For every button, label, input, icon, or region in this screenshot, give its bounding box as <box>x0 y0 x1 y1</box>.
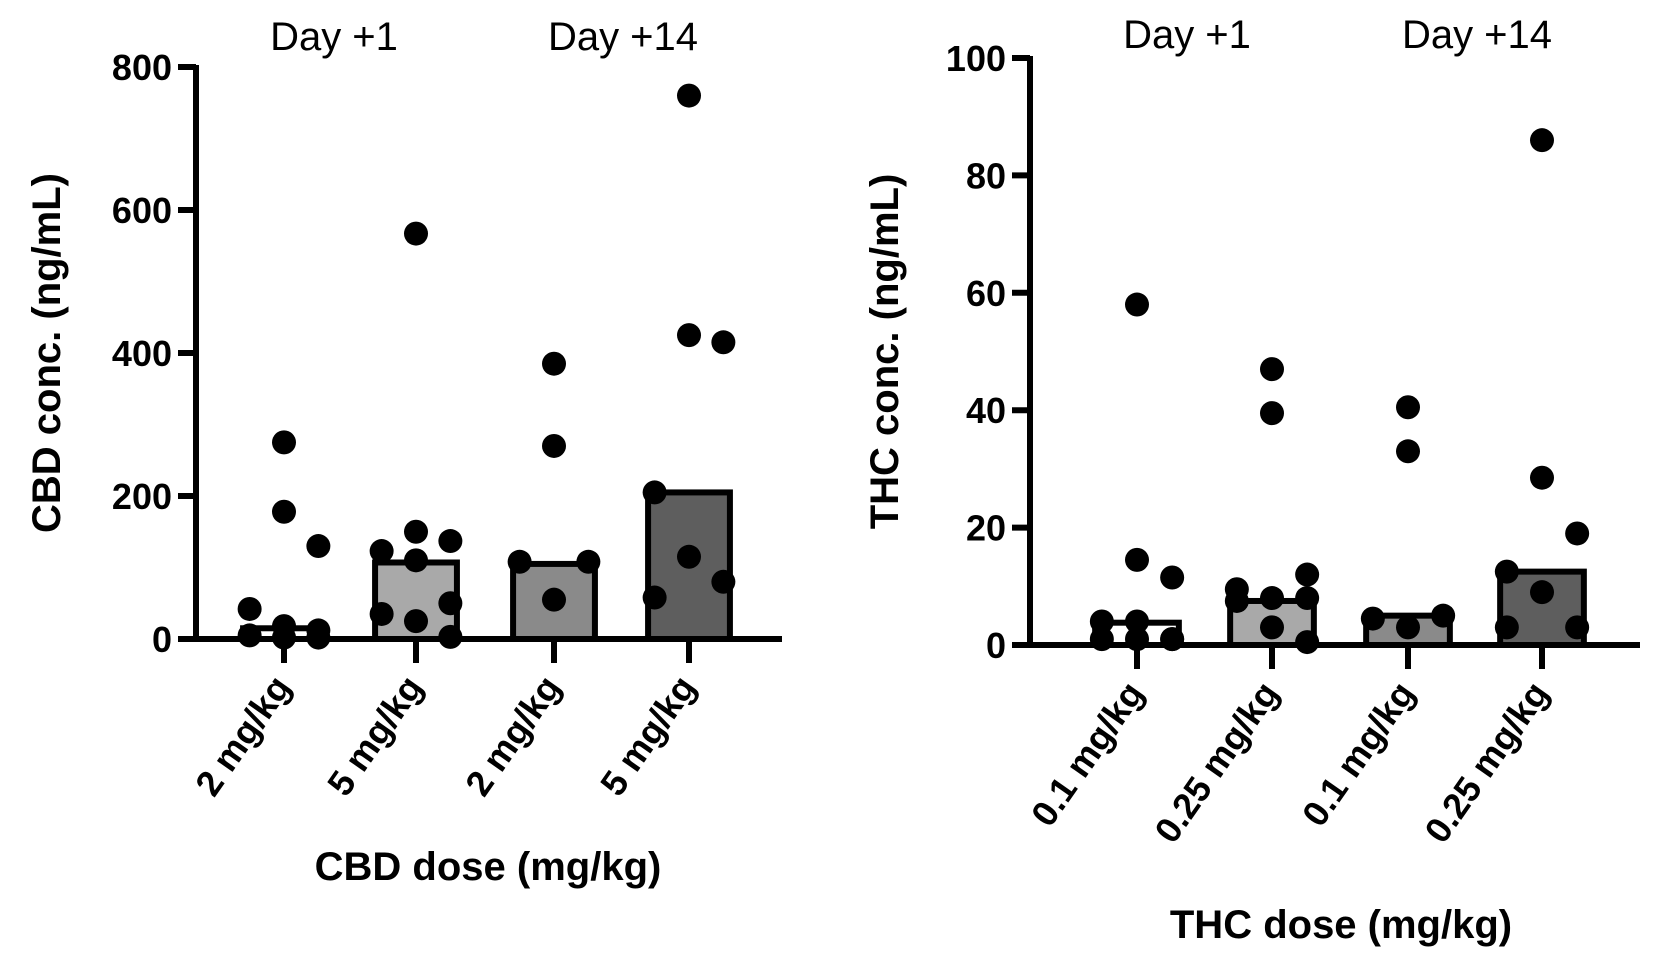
x-tick-label: 0.1 mg/kg <box>1023 674 1152 834</box>
data-point <box>404 548 428 573</box>
data-point <box>1530 580 1554 605</box>
data-point <box>1260 586 1284 611</box>
data-point <box>1125 292 1149 317</box>
data-point <box>542 351 566 376</box>
data-point <box>1431 603 1456 628</box>
data-point <box>1396 439 1420 464</box>
data-point <box>404 221 428 246</box>
group-label: Day +1 <box>1123 13 1251 57</box>
data-point <box>1089 609 1114 634</box>
data-point <box>1260 401 1284 426</box>
data-point <box>677 83 701 108</box>
x-tick-label: 5 mg/kg <box>592 668 704 803</box>
data-point <box>1295 586 1320 611</box>
data-point <box>1160 565 1185 590</box>
data-point <box>1530 465 1554 490</box>
data-point <box>1530 128 1554 153</box>
group-label: Day +14 <box>548 15 698 59</box>
data-point <box>306 534 331 559</box>
y-tick-label: 400 <box>112 333 172 374</box>
data-point <box>272 499 296 524</box>
data-point <box>1494 559 1519 584</box>
y-tick-label: 200 <box>112 476 172 517</box>
x-axis-title: CBD dose (mg/kg) <box>315 845 662 889</box>
data-point <box>369 539 394 564</box>
y-tick-label: 600 <box>112 190 172 231</box>
data-point <box>576 549 601 574</box>
data-point <box>1224 588 1249 613</box>
x-tick-label: 5 mg/kg <box>319 668 431 803</box>
data-point <box>677 544 701 569</box>
data-point <box>642 480 667 505</box>
data-point <box>272 430 296 455</box>
x-tick-label: 0.25 mg/kg <box>1146 674 1286 850</box>
data-point <box>542 587 566 612</box>
data-point <box>1260 357 1284 382</box>
data-point <box>1360 606 1385 631</box>
y-tick-label: 40 <box>966 390 1006 431</box>
x-tick-label: 2 mg/kg <box>187 668 299 803</box>
data-point <box>542 433 566 458</box>
data-point <box>369 601 394 626</box>
data-point <box>642 585 667 610</box>
data-point <box>1125 609 1149 634</box>
data-point <box>1125 547 1149 572</box>
data-point <box>1565 521 1590 546</box>
y-axis-title: CBD conc. (ng/mL) <box>25 173 69 533</box>
y-tick-label: 60 <box>966 273 1006 314</box>
data-point <box>1396 395 1420 420</box>
y-axis-title: THC conc. (ng/mL) <box>863 174 907 530</box>
y-tick-label: 80 <box>966 155 1006 196</box>
x-axis-title: THC dose (mg/kg) <box>1170 903 1512 947</box>
data-point <box>677 323 701 348</box>
data-point <box>1494 615 1519 640</box>
y-tick-label: 800 <box>112 47 172 88</box>
data-point <box>237 596 262 621</box>
data-point <box>438 529 463 554</box>
data-point <box>404 609 428 634</box>
data-point <box>404 519 428 544</box>
data-point <box>237 623 262 648</box>
data-point <box>507 549 532 574</box>
y-tick-label: 20 <box>966 508 1006 549</box>
data-point <box>711 569 736 594</box>
data-point <box>1295 562 1320 587</box>
y-tick-label: 0 <box>986 625 1006 666</box>
data-point <box>1565 615 1590 640</box>
data-point <box>1396 615 1420 640</box>
data-point <box>711 330 736 355</box>
x-tick-label: 0.25 mg/kg <box>1416 674 1556 850</box>
data-point <box>1260 615 1284 640</box>
group-label: Day +14 <box>1402 13 1552 57</box>
y-tick-label: 100 <box>946 38 1006 79</box>
y-tick-label: 0 <box>152 619 172 660</box>
x-tick-label: 0.1 mg/kg <box>1294 674 1423 834</box>
group-label: Day +1 <box>270 15 398 59</box>
data-point <box>438 591 463 616</box>
x-tick-label: 2 mg/kg <box>457 668 569 803</box>
